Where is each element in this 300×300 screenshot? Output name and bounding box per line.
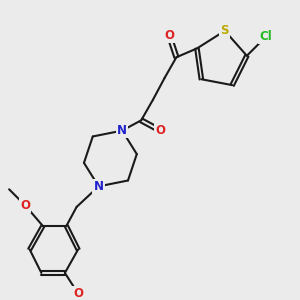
Text: O: O <box>73 287 83 300</box>
Text: O: O <box>20 199 30 212</box>
Text: O: O <box>155 124 165 137</box>
Text: O: O <box>164 29 174 42</box>
Text: Cl: Cl <box>260 30 272 43</box>
Text: N: N <box>94 180 103 193</box>
Text: N: N <box>117 124 127 137</box>
Text: S: S <box>220 24 229 37</box>
